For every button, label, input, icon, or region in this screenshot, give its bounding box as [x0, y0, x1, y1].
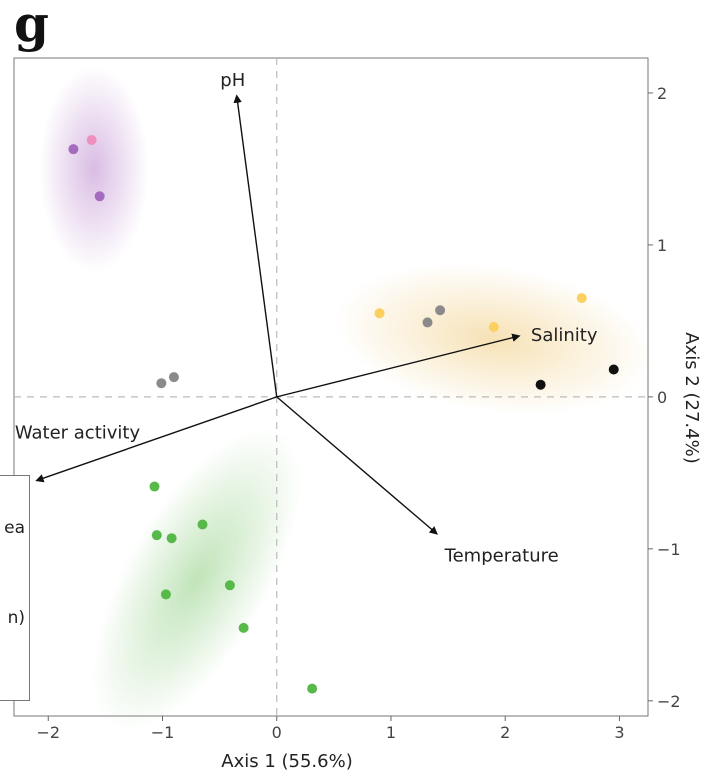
data-point-10	[576, 293, 587, 304]
data-point-18	[160, 589, 171, 600]
data-point-13	[149, 481, 160, 492]
vector-label-2: Salinity	[531, 325, 598, 346]
panel-letter: g	[14, 0, 49, 53]
data-point-8	[435, 305, 446, 316]
data-point-19	[238, 622, 249, 633]
data-point-9	[488, 321, 499, 332]
group-ellipse-2	[335, 263, 653, 415]
y-tick-label-5: 2	[657, 84, 667, 103]
data-point-7	[422, 317, 433, 328]
data-point-5	[168, 372, 179, 383]
vector-arrow-2	[276, 333, 521, 398]
data-point-16	[197, 519, 208, 530]
x-tick-label-5: 2	[500, 723, 510, 742]
legend-box: ea n)	[0, 475, 30, 701]
y-axis-title: Axis 2 (27.4%)	[681, 332, 702, 464]
vector-arrow-4	[276, 396, 438, 535]
vector-arrow-1	[233, 94, 278, 397]
data-point-4	[156, 378, 167, 389]
group-ellipse-3	[91, 427, 302, 731]
vector-label-4: Temperature	[444, 546, 559, 567]
y-tick-label-3: 0	[657, 388, 667, 407]
vector-label-1: pH	[220, 70, 245, 91]
x-tick-label-6: 3	[614, 723, 624, 742]
legend-item-partial-1: ea	[4, 518, 25, 538]
x-tick-label-1: −2	[36, 723, 60, 742]
x-tick-label-2: −1	[151, 723, 175, 742]
group-ellipse-1	[39, 65, 149, 273]
legend-item-partial-2: n)	[7, 608, 25, 628]
vector-label-3: Water activity	[15, 422, 141, 443]
data-point-3	[94, 191, 105, 202]
data-point-2	[86, 135, 97, 146]
x-tick-label-3: 0	[272, 723, 282, 742]
x-axis-title: Axis 1 (55.6%)	[221, 751, 352, 772]
y-tick-label-1: −2	[657, 692, 681, 711]
data-point-20	[307, 683, 318, 694]
data-point-11	[535, 379, 546, 390]
data-point-15	[166, 533, 177, 544]
vector-arrow-3	[35, 396, 277, 483]
data-point-6	[374, 308, 385, 319]
data-point-14	[151, 530, 162, 541]
data-point-12	[608, 364, 619, 375]
data-point-1	[68, 144, 79, 155]
y-tick-label-2: −1	[657, 540, 681, 559]
y-tick-label-4: 1	[657, 236, 667, 255]
plot-frame	[13, 57, 649, 717]
data-point-17	[224, 580, 235, 591]
x-tick-label-4: 1	[386, 723, 396, 742]
